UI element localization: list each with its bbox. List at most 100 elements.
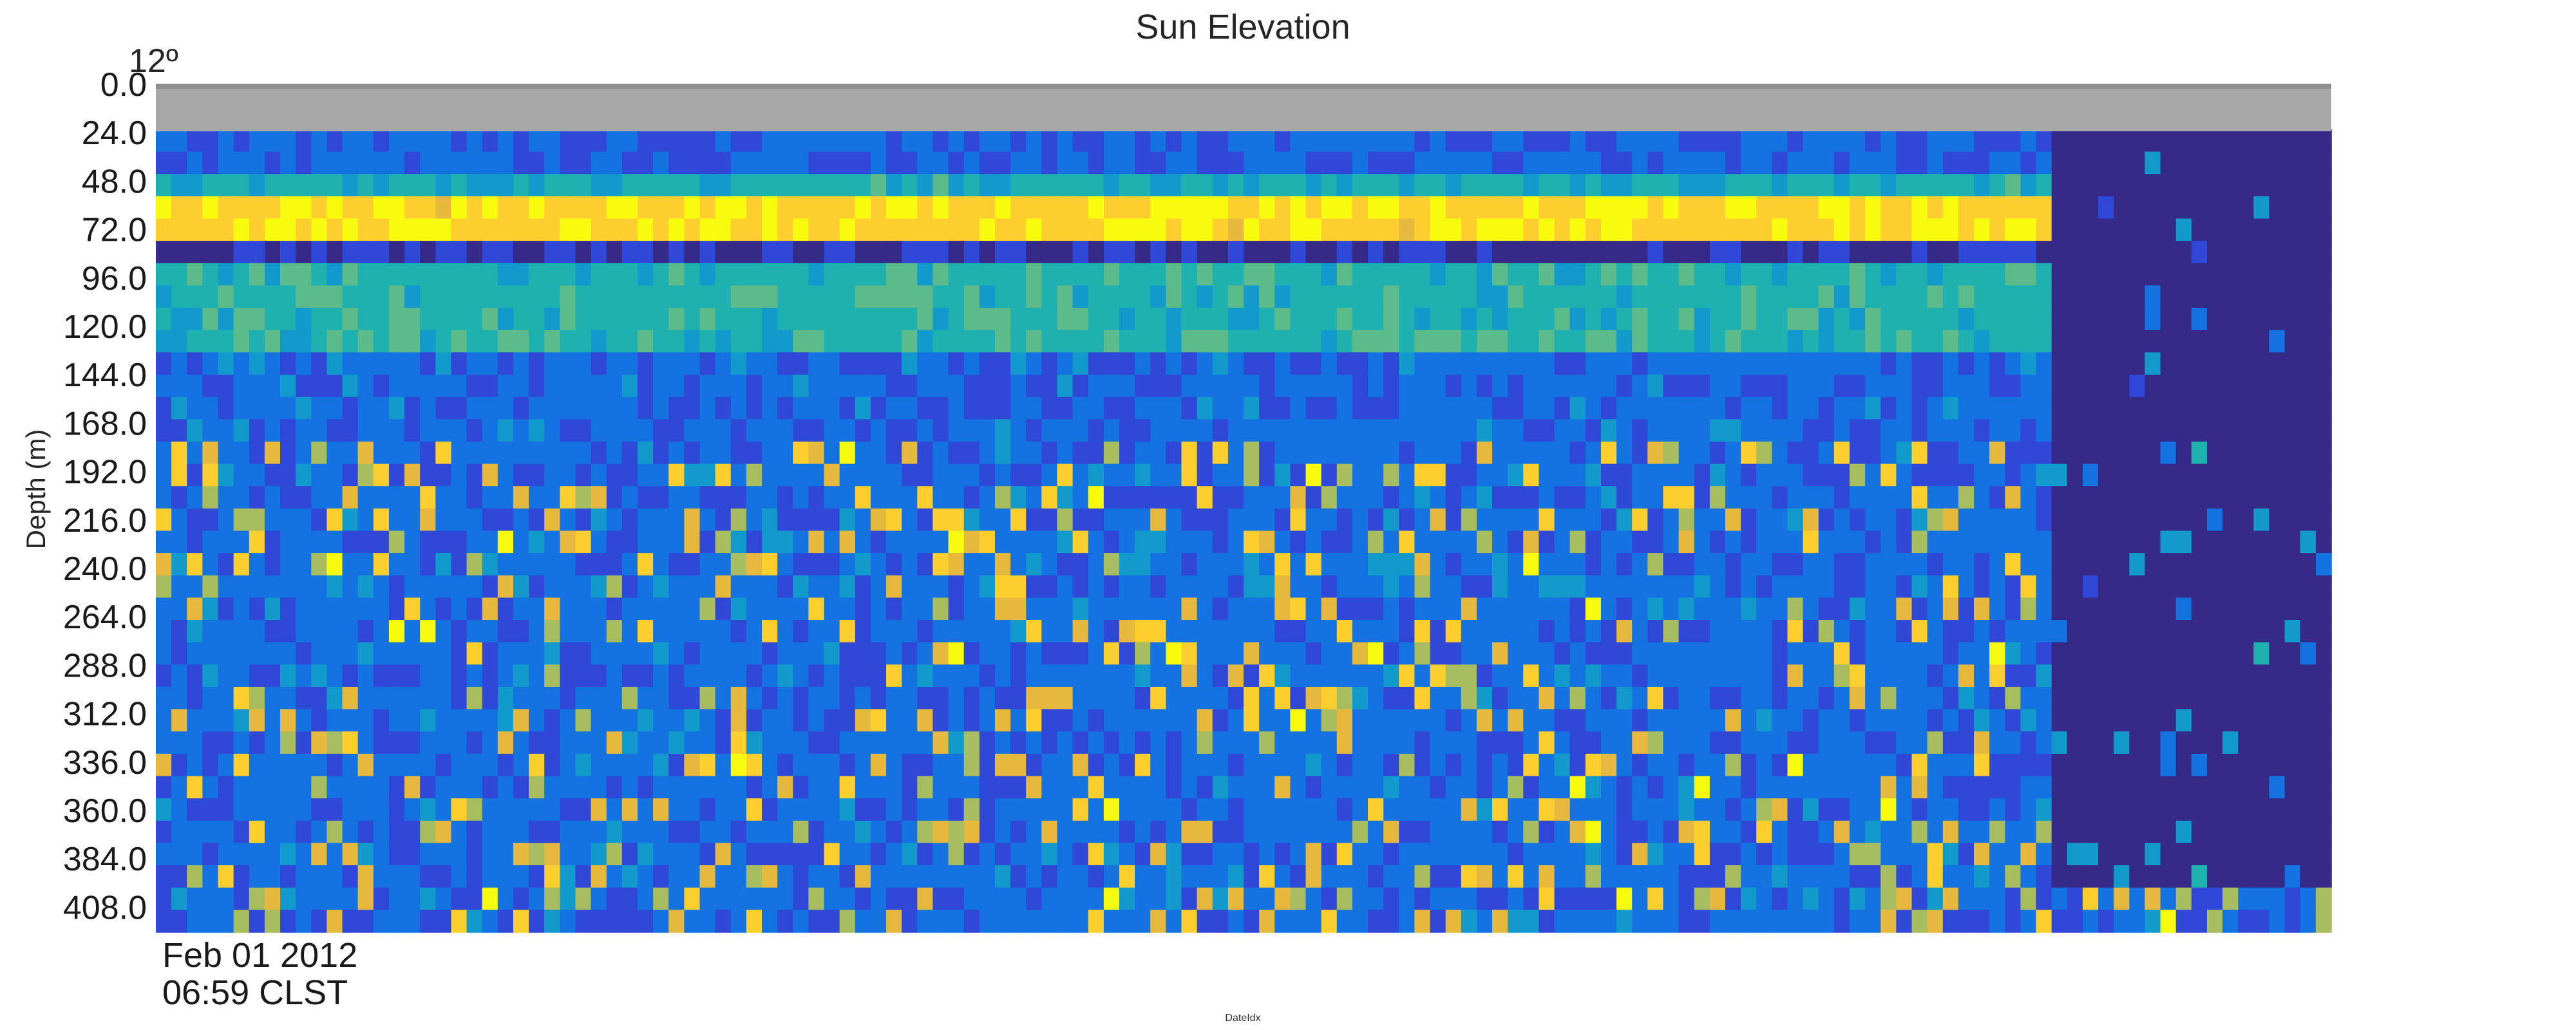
heatmap-cell xyxy=(793,285,810,308)
heatmap-cell xyxy=(2020,151,2037,175)
heatmap-cell xyxy=(171,174,188,197)
heatmap-cell xyxy=(482,352,498,375)
heatmap-cell xyxy=(1150,285,1167,308)
heatmap-cell xyxy=(1756,575,1773,599)
heatmap-cell xyxy=(1336,151,1353,175)
heatmap-cell xyxy=(264,419,281,442)
heatmap-cell xyxy=(1072,352,1089,375)
heatmap-cell xyxy=(1399,887,1416,911)
heatmap-cell xyxy=(1678,887,1695,911)
heatmap-cell xyxy=(1803,776,1819,799)
heatmap-cell xyxy=(1103,397,1120,420)
heatmap-cell xyxy=(1026,374,1043,398)
heatmap-cell xyxy=(762,731,778,754)
heatmap-cell xyxy=(1896,575,1913,599)
heatmap-cell xyxy=(621,597,638,621)
heatmap-cell xyxy=(233,798,250,821)
heatmap-cell xyxy=(1741,263,1757,286)
heatmap-cell xyxy=(839,352,856,375)
heatmap-cell xyxy=(1927,441,1944,465)
heatmap-cell xyxy=(1274,308,1291,331)
heatmap-cell xyxy=(2269,486,2286,509)
heatmap-cell xyxy=(994,486,1011,509)
heatmap-cell xyxy=(1632,820,1649,844)
heatmap-cell xyxy=(839,151,856,175)
heatmap-cell xyxy=(653,530,670,554)
heatmap-cell xyxy=(730,330,747,353)
heatmap-cell xyxy=(1880,464,1897,487)
heatmap-cell xyxy=(482,530,498,554)
heatmap-cell xyxy=(529,887,545,911)
heatmap-cell xyxy=(233,731,250,754)
heatmap-cell xyxy=(1197,151,1213,175)
heatmap-cell xyxy=(482,330,498,353)
heatmap-cell xyxy=(1430,330,1446,353)
heatmap-cell xyxy=(311,709,328,733)
heatmap-cell xyxy=(342,910,359,933)
heatmap-cell xyxy=(1274,887,1291,911)
heatmap-cell xyxy=(249,285,265,308)
heatmap-cell xyxy=(902,151,918,175)
heatmap-cell xyxy=(793,776,810,799)
heatmap-cell xyxy=(497,464,514,487)
heatmap-cell xyxy=(2036,218,2052,241)
heatmap-cell xyxy=(420,597,437,621)
heatmap-cell xyxy=(1569,508,1586,532)
heatmap-cell xyxy=(1057,597,1074,621)
heatmap-cell xyxy=(699,441,716,465)
heatmap-cell xyxy=(1709,285,1726,308)
heatmap-cell xyxy=(482,464,498,487)
heatmap-cell xyxy=(2051,241,2068,264)
heatmap-cell xyxy=(404,753,421,777)
heatmap-cell xyxy=(963,620,980,643)
heatmap-cell xyxy=(264,174,281,197)
heatmap-cell xyxy=(2145,686,2161,710)
heatmap-cell xyxy=(668,419,685,442)
heatmap-cell xyxy=(963,218,980,241)
heatmap-cell xyxy=(1989,865,2006,888)
heatmap-cell xyxy=(1803,709,1819,733)
heatmap-cell xyxy=(1974,263,1990,286)
heatmap-cell xyxy=(2051,374,2068,398)
heatmap-cell xyxy=(1010,174,1027,197)
heatmap-cell xyxy=(1554,419,1571,442)
heatmap-cell xyxy=(544,218,561,241)
heatmap-cell xyxy=(1958,843,1975,866)
heatmap-cell xyxy=(1244,686,1260,710)
heatmap-cell xyxy=(156,308,172,331)
heatmap-cell xyxy=(218,597,234,621)
heatmap-cell xyxy=(2129,731,2146,754)
heatmap-cell xyxy=(1305,374,1322,398)
heatmap-cell xyxy=(684,620,701,643)
heatmap-cell xyxy=(1135,352,1151,375)
heatmap-cell xyxy=(762,843,778,866)
heatmap-cell xyxy=(2253,486,2270,509)
heatmap-cell xyxy=(2315,419,2332,442)
heatmap-cell xyxy=(1772,397,1788,420)
heatmap-cell xyxy=(187,620,204,643)
heatmap-cell xyxy=(264,776,281,799)
heatmap-cell xyxy=(917,419,934,442)
heatmap-cell xyxy=(575,196,592,220)
heatmap-cell xyxy=(699,776,716,799)
heatmap-cell xyxy=(529,820,545,844)
heatmap-cell xyxy=(730,508,747,532)
heatmap-cell xyxy=(1865,843,1882,866)
heatmap-cell xyxy=(1927,642,1944,666)
heatmap-cell xyxy=(855,464,871,487)
heatmap-cell xyxy=(2114,374,2130,398)
heatmap-cell xyxy=(1508,486,1524,509)
heatmap-cell xyxy=(1290,241,1307,264)
heatmap-cell xyxy=(668,330,685,353)
heatmap-cell xyxy=(1833,553,1850,576)
heatmap-cell xyxy=(1150,196,1167,220)
heatmap-cell xyxy=(1880,530,1897,554)
heatmap-cell xyxy=(1119,330,1135,353)
heatmap-cell xyxy=(762,686,778,710)
heatmap-cell xyxy=(1274,731,1291,754)
heatmap-cell xyxy=(591,486,607,509)
heatmap-cell xyxy=(777,308,794,331)
heatmap-cell xyxy=(2036,352,2052,375)
heatmap-cell xyxy=(1974,352,1990,375)
heatmap-cell xyxy=(1880,731,1897,754)
